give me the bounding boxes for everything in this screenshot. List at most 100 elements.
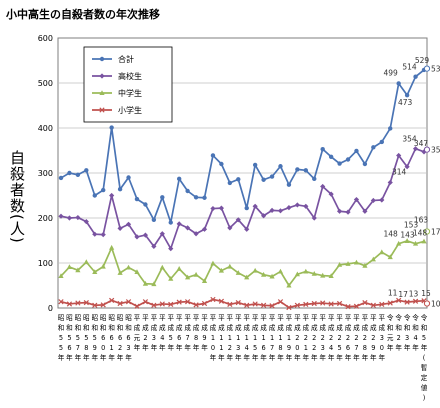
x-tick-char: 6 (262, 344, 266, 352)
x-axis-ticks: 昭和 5 5 年昭和 5 6 年昭和 5 7 年昭和 5 8 年昭和 5 9 年昭和 6 0 年昭和 6 1 年昭和 6 2 年… (58, 313, 428, 402)
data-point (218, 298, 225, 304)
x-tick-char: 年 (235, 353, 242, 362)
x-tick-char: 1 (253, 334, 257, 342)
legend-marker (99, 90, 105, 95)
x-tick-char: 年 (319, 353, 326, 362)
data-label: 163 (414, 216, 429, 225)
data-label: 314 (392, 168, 407, 177)
x-tick-char: 5 (84, 334, 88, 342)
data-point (193, 302, 199, 308)
x-tick-char: 年 (412, 343, 419, 352)
x-tick-char: 5 (422, 334, 426, 342)
x-tick-char: 令 (404, 313, 411, 322)
data-point (312, 176, 317, 182)
x-tick-char: 5 (76, 334, 80, 342)
data-point (134, 234, 140, 240)
data-point (244, 226, 250, 232)
x-tick-char: 1 (245, 334, 249, 342)
x-tick-char: 和 (83, 323, 90, 332)
x-tick-char: 6 (101, 334, 105, 342)
x-tick-char: 2 (304, 334, 308, 342)
data-point (396, 297, 402, 303)
x-tick-char: 成 (353, 323, 360, 332)
x-tick-char: 成 (345, 323, 352, 332)
x-tick-char: 年 (421, 343, 428, 352)
x-tick-char: 成 (260, 323, 267, 332)
x-tick-char: 昭 (125, 314, 132, 322)
data-point (109, 125, 114, 130)
x-tick-char: 年 (328, 353, 335, 362)
data-point (142, 299, 149, 305)
data-point (252, 301, 258, 307)
data-point (83, 259, 89, 265)
x-tick-char: 昭 (75, 314, 82, 322)
data-point (117, 225, 123, 231)
x-tick-label: 昭和 5 8 年 (83, 314, 90, 362)
x-tick-char: 4 (329, 344, 333, 352)
x-tick-char: 和 (421, 323, 428, 332)
x-tick-char: 成 (286, 323, 293, 332)
x-tick-char: 成 (218, 323, 225, 332)
x-tick-label: 令和 2 年 (395, 313, 402, 352)
x-tick-label: 昭和 6 1 年 (108, 314, 115, 362)
x-tick-char: 6 (67, 344, 71, 352)
data-point (151, 243, 157, 249)
x-tick-char: 成 (319, 323, 326, 332)
x-tick-char: 年 (286, 353, 293, 362)
data-point (295, 167, 300, 172)
x-tick-char: 年 (108, 353, 115, 362)
x-tick-char: 成 (159, 323, 166, 332)
x-tick-char: 昭 (58, 314, 65, 322)
data-point (277, 208, 284, 214)
data-point (244, 274, 250, 280)
data-point (311, 300, 317, 307)
data-point (100, 302, 106, 308)
legend-item: 高校生 (92, 71, 142, 81)
x-tick-label: 平成 4 年 (159, 314, 166, 352)
x-tick-label: 平成 2 9 年 (370, 314, 377, 362)
x-tick-char: 令 (387, 313, 394, 322)
data-point (75, 172, 81, 177)
data-point (379, 197, 385, 203)
x-tick-char: 平 (201, 314, 208, 322)
data-point (388, 126, 393, 131)
data-point (109, 297, 115, 303)
data-point (227, 225, 233, 231)
x-tick-char: 2 (354, 334, 358, 342)
data-point (151, 217, 157, 222)
y-axis-label: 自殺者数(人) (8, 150, 26, 244)
x-tick-char: 昭 (66, 314, 73, 322)
x-tick-char: 5 (93, 334, 97, 342)
x-tick-char: 平 (218, 314, 225, 322)
x-tick-char: 7 (76, 344, 80, 352)
data-point (227, 301, 233, 308)
data-point (396, 81, 401, 86)
x-tick-char: 2 (397, 334, 401, 342)
x-tick-char: 和 (58, 323, 65, 332)
x-tick-char: 8 (363, 344, 367, 352)
x-tick-char: 成 (303, 323, 310, 332)
chart-title: 小中高生の自殺者数の年次推移 (6, 8, 160, 21)
data-point (176, 176, 182, 182)
data-point (412, 146, 419, 152)
x-tick-char: 0 (380, 344, 384, 352)
x-tick-char: 3 (405, 334, 409, 342)
x-tick-char: 1 (236, 334, 240, 342)
data-label: 17 (398, 290, 408, 299)
x-tick-char: 年 (294, 353, 301, 362)
data-point (75, 214, 81, 221)
data-point (58, 175, 64, 181)
x-tick-char: 平 (151, 314, 158, 322)
data-point (67, 170, 72, 176)
x-tick-char: 5 (253, 344, 257, 352)
end-value-label: 170 (431, 228, 440, 237)
data-point (235, 217, 241, 223)
x-tick-char: 和 (91, 323, 98, 332)
x-tick-char: 平 (252, 314, 259, 322)
data-point (396, 152, 402, 159)
x-tick-label: 昭和 6 3 年 (125, 314, 132, 362)
x-tick-label: 平成 2 7 年 (353, 314, 360, 362)
x-tick-char: 年 (58, 353, 65, 362)
legend-label: 中学生 (118, 88, 142, 98)
x-tick-char: 和 (387, 323, 394, 332)
